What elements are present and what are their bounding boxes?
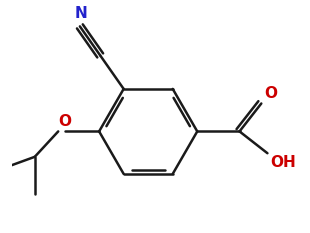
Text: O: O (59, 114, 72, 129)
Text: O: O (264, 86, 277, 101)
Text: N: N (75, 6, 88, 21)
Text: OH: OH (270, 155, 296, 170)
